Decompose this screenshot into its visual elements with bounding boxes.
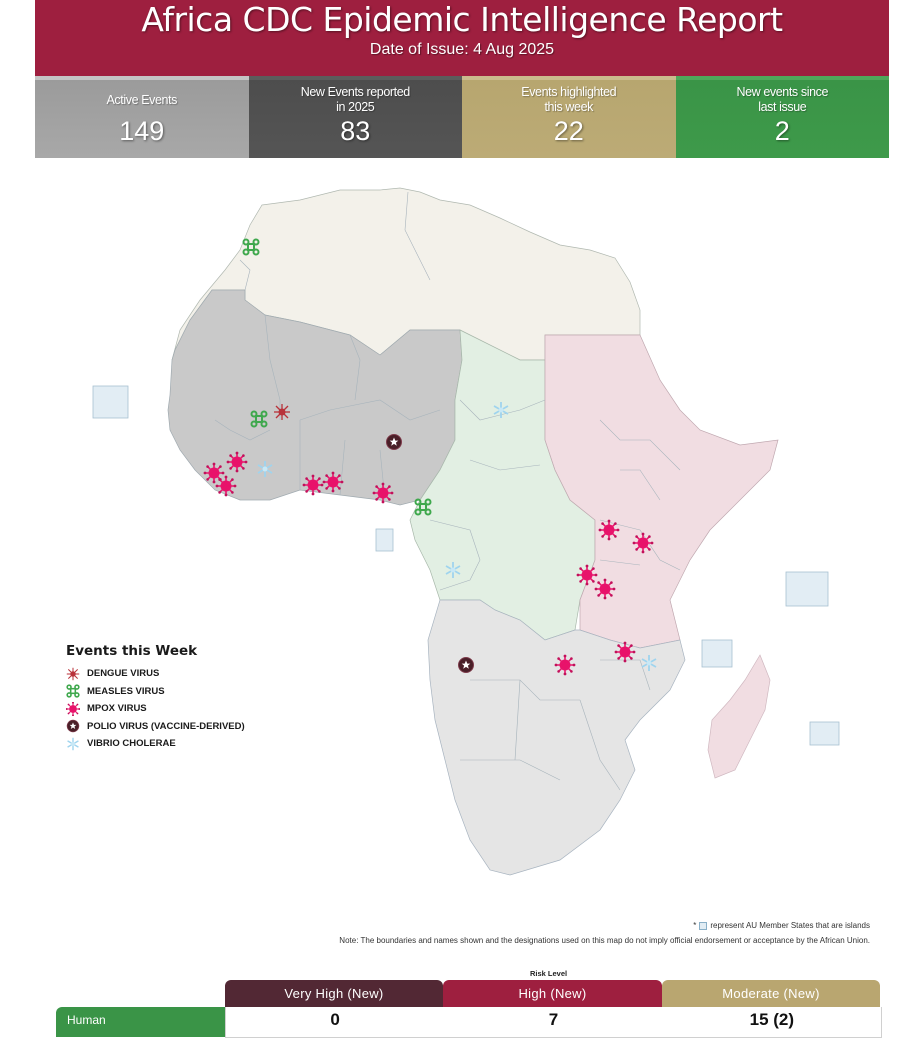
risk-value-moderate: 15 (2) xyxy=(749,1010,795,1029)
dengue-icon[interactable] xyxy=(273,403,291,421)
legend-item-polio: POLIO VIRUS (VACCINE-DERIVED) xyxy=(66,718,245,736)
mpox-icon[interactable] xyxy=(301,473,325,497)
mpox-icon[interactable] xyxy=(575,563,599,587)
legend-item-measles: MEASLES VIRUS xyxy=(66,683,245,701)
issue-date: Date of Issue: 4 Aug 2025 xyxy=(369,41,555,58)
mpox-icon[interactable] xyxy=(225,450,249,474)
risk-column-very-high: Very High (New) xyxy=(225,980,443,1007)
legend-item-cholera: VIBRIO CHOLERAE xyxy=(66,735,245,753)
mpox-icon[interactable] xyxy=(371,481,395,505)
report-header: Africa CDC Epidemic Intelligence Report … xyxy=(35,0,889,76)
card-new-since-last: New events since last issue 2 xyxy=(675,76,889,158)
mpox-icon[interactable] xyxy=(631,531,655,555)
risk-column-moderate: Moderate (New) xyxy=(662,980,880,1007)
card-label: Events highlighted this week xyxy=(521,85,617,114)
mpox-icon[interactable] xyxy=(321,470,345,494)
legend-label: MEASLES VIRUS xyxy=(87,685,165,697)
card-label: New events since last issue xyxy=(736,85,829,114)
card-value: 83 xyxy=(340,116,371,146)
mpox-icon[interactable] xyxy=(214,474,238,498)
risk-level-title: Risk Level xyxy=(530,969,568,978)
measles-icon xyxy=(66,684,80,698)
cholera-icon xyxy=(66,736,80,751)
dengue-icon xyxy=(66,667,80,681)
note-asterisk: * xyxy=(693,921,697,930)
risk-row-label-human: Human xyxy=(56,1007,225,1037)
card-label: Active Events xyxy=(106,92,178,107)
islands-note: * represent AU Member States that are isl… xyxy=(693,921,870,930)
card-highlighted-week: Events highlighted this week 22 xyxy=(462,76,676,158)
island-box-icon xyxy=(699,921,708,930)
disclaimer-note: Note: The boundaries and names shown and… xyxy=(339,936,870,945)
report-title: Africa CDC Epidemic Intelligence Report xyxy=(141,0,783,39)
card-value: 2 xyxy=(774,116,790,146)
region-east-africa xyxy=(544,334,779,649)
mpox-icon[interactable] xyxy=(553,653,577,677)
region-southern-africa xyxy=(427,599,686,876)
islands-note-text: represent AU Member States that are isla… xyxy=(710,921,870,930)
mpox-icon[interactable] xyxy=(613,640,637,664)
risk-column-high: High (New) xyxy=(443,980,662,1007)
risk-value-very-high: 0 xyxy=(330,1010,340,1029)
legend-label: POLIO VIRUS (VACCINE-DERIVED) xyxy=(87,720,245,732)
mpox-icon[interactable] xyxy=(597,518,621,542)
card-value: 22 xyxy=(553,116,584,146)
legend-title: Events this Week xyxy=(66,643,198,659)
legend-item-dengue: DENGUE VIRUS xyxy=(66,665,245,683)
legend-label: VIBRIO CHOLERAE xyxy=(87,738,176,750)
legend-label: DENGUE VIRUS xyxy=(87,668,160,680)
mpox-icon xyxy=(66,701,80,716)
region-madagascar xyxy=(707,654,771,779)
card-label: New Events reported in 2025 xyxy=(300,85,411,114)
card-active-events: Active Events 149 xyxy=(35,76,249,158)
legend-item-mpox: MPOX VIRUS xyxy=(66,700,245,718)
card-new-events-2025: New Events reported in 2025 83 xyxy=(248,76,462,158)
africa-map xyxy=(92,187,840,876)
risk-row-human: 0 7 15 (2) xyxy=(225,1007,882,1038)
summary-cards: Active Events 149 New Events reported in… xyxy=(35,76,889,158)
polio-icon[interactable] xyxy=(458,657,474,673)
mpox-icon[interactable] xyxy=(593,577,617,601)
risk-value-high: 7 xyxy=(548,1010,559,1029)
legend-label: MPOX VIRUS xyxy=(87,703,147,715)
polio-icon xyxy=(66,720,80,733)
polio-icon[interactable] xyxy=(386,434,402,450)
card-value: 149 xyxy=(119,116,165,146)
island-boxes xyxy=(92,385,840,746)
map-legend: Events this Week DENGUE VIRUS MEASLES VI… xyxy=(66,643,245,753)
